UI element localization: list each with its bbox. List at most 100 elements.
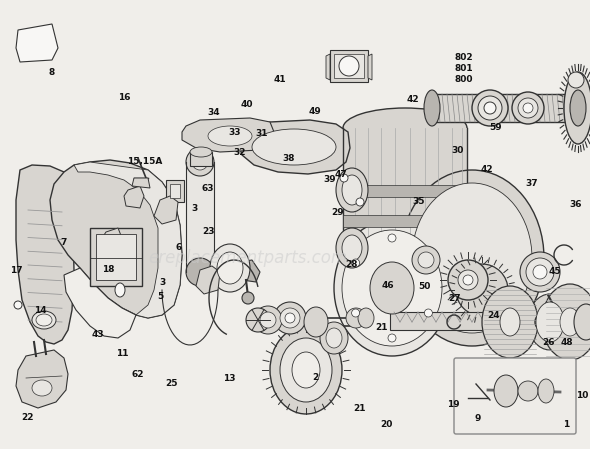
Ellipse shape [358, 308, 374, 328]
Ellipse shape [412, 183, 532, 333]
Ellipse shape [336, 228, 368, 268]
Ellipse shape [482, 286, 538, 358]
Text: 15,15A: 15,15A [127, 157, 163, 166]
Ellipse shape [478, 96, 502, 120]
Ellipse shape [400, 170, 544, 346]
Ellipse shape [570, 90, 586, 126]
Text: 42: 42 [407, 95, 419, 104]
Text: 59: 59 [489, 123, 502, 132]
Ellipse shape [292, 352, 320, 388]
Ellipse shape [494, 375, 518, 407]
Text: 22: 22 [21, 413, 34, 422]
Text: 18: 18 [101, 265, 114, 274]
Ellipse shape [190, 147, 212, 157]
Text: 6: 6 [176, 243, 182, 252]
Ellipse shape [424, 309, 432, 317]
Polygon shape [16, 350, 68, 408]
Text: 26: 26 [542, 338, 555, 347]
Bar [343, 215, 467, 227]
Polygon shape [154, 196, 178, 224]
Text: 30: 30 [452, 146, 464, 155]
Polygon shape [368, 54, 372, 80]
Text: 63: 63 [201, 184, 214, 193]
Ellipse shape [270, 326, 342, 414]
Ellipse shape [500, 308, 520, 336]
Text: 7: 7 [61, 238, 67, 247]
Ellipse shape [518, 98, 538, 118]
Polygon shape [16, 24, 58, 62]
Ellipse shape [370, 262, 414, 314]
Ellipse shape [568, 72, 584, 88]
Ellipse shape [388, 234, 396, 242]
Bar [330, 50, 368, 82]
Text: 34: 34 [207, 108, 220, 117]
Text: 21: 21 [353, 404, 366, 413]
Bar [190, 152, 212, 166]
Text: 802: 802 [454, 53, 473, 62]
Ellipse shape [542, 284, 590, 360]
Ellipse shape [326, 328, 342, 348]
Bar [166, 180, 184, 202]
Ellipse shape [210, 244, 250, 292]
Text: 48: 48 [560, 338, 573, 347]
Text: 800: 800 [454, 75, 473, 84]
Ellipse shape [424, 259, 432, 267]
Text: 45: 45 [548, 267, 561, 276]
Ellipse shape [523, 103, 533, 113]
Text: 29: 29 [331, 208, 344, 217]
Ellipse shape [260, 312, 276, 328]
Polygon shape [64, 268, 136, 338]
Text: 20: 20 [381, 420, 392, 429]
Text: 28: 28 [345, 260, 358, 269]
Ellipse shape [32, 380, 52, 396]
Polygon shape [196, 266, 220, 294]
Text: 47: 47 [335, 170, 348, 179]
Text: 19: 19 [447, 400, 460, 409]
Text: 41: 41 [273, 75, 286, 84]
Ellipse shape [520, 252, 560, 292]
Bar [186, 162, 214, 272]
Text: 14: 14 [34, 306, 47, 315]
Ellipse shape [564, 72, 590, 144]
Ellipse shape [356, 198, 364, 206]
Bar [343, 128, 467, 256]
Ellipse shape [484, 102, 496, 114]
Ellipse shape [342, 175, 362, 205]
Ellipse shape [456, 264, 508, 316]
Ellipse shape [528, 294, 572, 350]
Ellipse shape [242, 292, 254, 304]
Text: 3: 3 [192, 204, 198, 213]
Text: 9: 9 [475, 414, 481, 423]
Ellipse shape [280, 338, 332, 402]
Ellipse shape [252, 129, 336, 165]
Ellipse shape [285, 313, 295, 323]
Ellipse shape [340, 174, 348, 182]
Text: 62: 62 [132, 370, 145, 379]
Ellipse shape [336, 168, 368, 212]
Polygon shape [74, 162, 182, 318]
Polygon shape [50, 160, 182, 318]
Ellipse shape [536, 302, 564, 342]
Bar [430, 94, 578, 122]
Bar [334, 54, 364, 78]
Text: 13: 13 [222, 374, 235, 383]
Text: 16: 16 [117, 93, 130, 102]
Ellipse shape [538, 379, 554, 403]
Bar [96, 234, 136, 280]
Text: 801: 801 [454, 64, 473, 73]
Text: 43: 43 [91, 330, 104, 339]
Bar [343, 185, 467, 197]
Text: 32: 32 [233, 148, 246, 157]
Ellipse shape [25, 375, 35, 385]
Polygon shape [182, 118, 274, 152]
Polygon shape [132, 178, 150, 188]
Text: 25: 25 [165, 379, 178, 388]
Ellipse shape [320, 322, 348, 354]
Ellipse shape [346, 308, 366, 328]
Ellipse shape [192, 154, 208, 170]
Text: 50: 50 [419, 282, 431, 291]
Polygon shape [326, 54, 330, 80]
Ellipse shape [343, 108, 467, 148]
Polygon shape [16, 165, 74, 344]
Text: 23: 23 [202, 227, 215, 236]
